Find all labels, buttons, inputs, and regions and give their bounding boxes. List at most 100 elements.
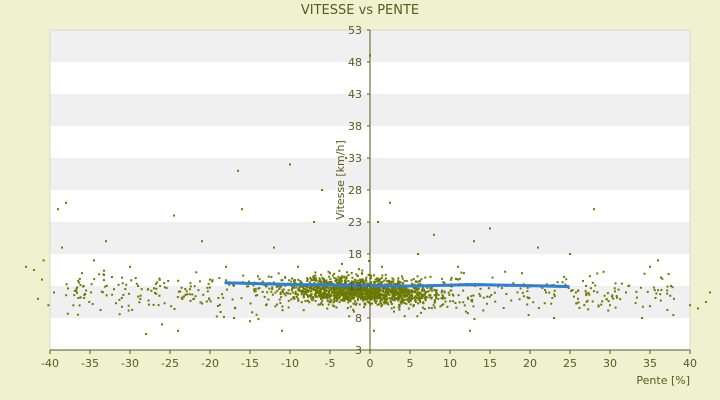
raw-point — [129, 265, 131, 268]
raw-point — [402, 282, 405, 285]
trend-point — [392, 284, 396, 288]
raw-point — [405, 287, 408, 290]
raw-point — [302, 295, 305, 298]
raw-point — [310, 288, 313, 291]
raw-point — [570, 289, 573, 292]
raw-point — [339, 287, 342, 290]
raw-point — [319, 288, 322, 291]
raw-point — [350, 272, 353, 275]
raw-point — [440, 277, 443, 280]
raw-point — [602, 270, 605, 273]
raw-point — [585, 300, 588, 303]
raw-point — [93, 278, 96, 281]
raw-point — [379, 278, 382, 281]
raw-point — [332, 294, 335, 297]
raw-point — [335, 299, 338, 302]
raw-point — [635, 296, 638, 299]
raw-point — [363, 296, 366, 299]
raw-point — [440, 291, 443, 294]
raw-point — [403, 299, 406, 302]
raw-point — [306, 277, 309, 280]
trend-point — [424, 284, 428, 288]
raw-point — [361, 293, 364, 296]
raw-point — [303, 293, 306, 296]
trend-point — [444, 283, 448, 287]
trend-point — [458, 283, 462, 287]
raw-point — [333, 276, 336, 279]
raw-point — [433, 288, 436, 291]
raw-point — [541, 286, 544, 289]
raw-point — [290, 298, 293, 301]
raw-point — [416, 275, 419, 278]
trend-point — [416, 284, 420, 288]
raw-point — [323, 285, 326, 288]
raw-point — [297, 278, 300, 281]
raw-point — [433, 299, 436, 302]
raw-point — [362, 280, 365, 283]
raw-point — [628, 284, 631, 287]
raw-point — [370, 274, 373, 277]
raw-point — [365, 278, 368, 281]
raw-point — [290, 280, 293, 283]
raw-point — [603, 294, 606, 297]
trend-point — [236, 281, 240, 285]
trend-point — [436, 283, 440, 287]
raw-point — [323, 292, 326, 295]
raw-point — [147, 299, 150, 302]
raw-point — [643, 272, 646, 275]
raw-point — [365, 293, 368, 296]
raw-point — [364, 290, 367, 293]
y-tick-label: 53 — [348, 24, 362, 37]
raw-point — [297, 265, 299, 268]
trend-point — [450, 283, 454, 287]
raw-point — [488, 295, 491, 298]
raw-point — [153, 291, 156, 294]
raw-point — [276, 289, 279, 292]
trend-point — [308, 283, 312, 287]
raw-point — [299, 285, 302, 288]
raw-point — [415, 296, 418, 299]
trend-point — [420, 284, 424, 288]
raw-point — [328, 300, 331, 303]
raw-point — [406, 294, 409, 297]
raw-point — [182, 295, 185, 298]
raw-point — [394, 292, 397, 295]
raw-point — [330, 281, 333, 284]
raw-point — [422, 302, 425, 305]
raw-point — [396, 299, 399, 302]
raw-point — [434, 289, 437, 292]
x-tick-label: 5 — [407, 357, 414, 370]
raw-point — [526, 303, 529, 306]
raw-point — [356, 274, 359, 277]
raw-point — [435, 297, 438, 300]
raw-point — [613, 287, 616, 290]
raw-point — [334, 285, 337, 288]
raw-point — [246, 285, 249, 288]
raw-point — [99, 309, 102, 312]
raw-point — [329, 278, 332, 281]
trend-point — [354, 283, 358, 287]
raw-point — [154, 283, 157, 286]
trend-point — [240, 281, 244, 285]
raw-point — [556, 281, 559, 284]
raw-point — [330, 288, 333, 291]
raw-point — [314, 271, 317, 274]
raw-point — [294, 279, 297, 282]
trend-point — [400, 284, 404, 288]
raw-point — [314, 299, 317, 302]
raw-point — [588, 293, 591, 296]
raw-point — [271, 287, 274, 290]
raw-point — [373, 286, 376, 289]
raw-point — [294, 290, 297, 293]
raw-point — [392, 289, 395, 292]
raw-point — [545, 283, 548, 286]
raw-point — [363, 302, 366, 305]
raw-point — [412, 286, 415, 289]
raw-point — [317, 294, 320, 297]
x-axis-label: Pente [%] — [636, 374, 690, 387]
raw-point — [333, 300, 336, 303]
raw-point — [338, 269, 341, 272]
raw-point — [306, 290, 309, 293]
raw-point — [251, 311, 254, 314]
raw-point — [376, 303, 379, 306]
